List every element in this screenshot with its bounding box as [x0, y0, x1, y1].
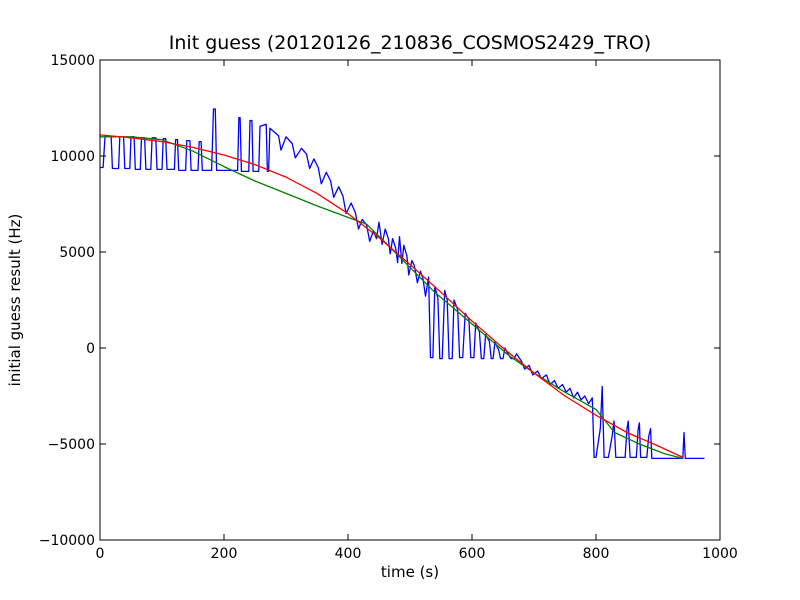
plot-lines [99, 108, 705, 460]
x-tick-label: 800 [583, 546, 610, 562]
y-tick-label: 0 [86, 341, 95, 357]
x-axis-label: time (s) [381, 563, 439, 581]
x-tick-label: 0 [96, 546, 105, 562]
y-axis-label: initial guess result (Hz) [6, 214, 24, 387]
series-line-1 [100, 108, 705, 460]
chart-title: Init guess (20120126_210836_COSMOS2429_T… [169, 32, 651, 54]
y-tick-label: 15000 [50, 53, 95, 69]
x-tick-label: 1000 [702, 546, 738, 562]
series-line-3 [99, 134, 684, 458]
y-tick-label: 5000 [59, 245, 95, 261]
axis-ticks: 0 200 400 600 800 1000 −10000 −5000 0 5000 10000 15… [39, 53, 738, 562]
x-tick-label: 200 [211, 546, 238, 562]
x-tick-label: 600 [459, 546, 486, 562]
y-tick-label: −10000 [39, 533, 95, 549]
y-tick-label: −5000 [48, 437, 95, 453]
series-line-2 [100, 136, 683, 460]
plot-frame [99, 59, 721, 541]
x-tick-label: 400 [335, 546, 362, 562]
y-tick-label: 10000 [50, 149, 95, 165]
